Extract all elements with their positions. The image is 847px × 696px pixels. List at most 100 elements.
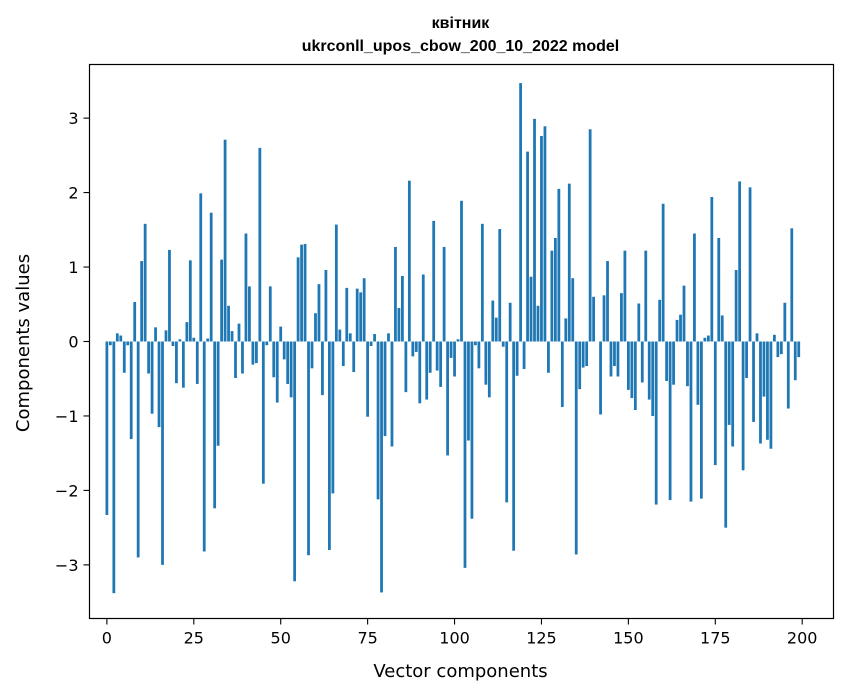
bar <box>724 341 728 528</box>
bar <box>275 341 279 403</box>
bar <box>237 323 241 342</box>
bar <box>303 243 307 342</box>
bar <box>324 270 328 342</box>
bar <box>348 333 352 342</box>
bar <box>307 341 310 556</box>
y-tick-label: −1 <box>55 407 79 426</box>
bar <box>644 250 648 342</box>
bar <box>314 313 317 342</box>
bar <box>741 341 745 471</box>
bar <box>693 233 696 342</box>
plot-frame <box>88 63 835 620</box>
bar <box>352 341 356 373</box>
bar <box>387 333 390 342</box>
bar <box>373 334 376 342</box>
bar <box>185 322 189 342</box>
bar <box>213 341 217 509</box>
bar <box>679 314 682 342</box>
bar <box>380 341 383 593</box>
bar <box>108 341 112 346</box>
bar <box>526 151 529 342</box>
bar <box>599 341 602 415</box>
y-tick-label: −2 <box>55 481 79 500</box>
bar <box>491 300 495 342</box>
bar <box>480 223 484 342</box>
bar <box>293 341 297 582</box>
bar <box>376 341 380 500</box>
bar <box>401 275 404 342</box>
bar <box>498 229 502 342</box>
bar <box>588 129 592 342</box>
bar <box>529 276 533 342</box>
bar <box>112 341 116 594</box>
bar <box>477 341 481 369</box>
bar <box>745 341 748 378</box>
bar <box>689 341 693 502</box>
bar <box>129 341 133 440</box>
bar <box>289 341 293 398</box>
bar <box>369 341 373 346</box>
bar <box>220 259 223 342</box>
x-tick-label: 150 <box>613 629 644 648</box>
bar <box>383 341 387 437</box>
bar <box>428 341 432 373</box>
bar <box>623 250 627 342</box>
bar <box>512 341 516 551</box>
bar <box>202 341 206 552</box>
bar <box>515 341 519 376</box>
bar <box>484 341 488 385</box>
x-tick-label: 25 <box>184 629 204 648</box>
bar <box>261 341 265 484</box>
bar <box>797 341 801 358</box>
bar <box>143 223 147 342</box>
bar <box>195 341 199 384</box>
bar <box>251 341 255 365</box>
bar <box>700 341 703 499</box>
x-tick-label: 125 <box>526 629 557 648</box>
bar <box>126 341 130 346</box>
bar <box>178 339 182 342</box>
bar <box>150 341 154 414</box>
bar <box>446 341 449 456</box>
bar <box>317 284 321 342</box>
bar <box>248 286 251 342</box>
bar <box>533 118 536 342</box>
bar <box>706 335 710 342</box>
bar <box>147 341 150 374</box>
bar <box>620 293 623 342</box>
bar <box>467 341 470 441</box>
bar <box>435 341 439 371</box>
bar <box>421 274 425 342</box>
bar <box>755 333 759 342</box>
bar <box>154 327 157 342</box>
bar <box>470 341 474 519</box>
bar <box>703 337 707 342</box>
bar <box>675 319 679 342</box>
bar <box>585 341 589 367</box>
bar <box>265 341 269 346</box>
bar <box>564 318 568 342</box>
bar <box>328 341 331 550</box>
bar <box>140 261 144 342</box>
bar <box>783 302 787 342</box>
bar <box>449 341 453 358</box>
bar <box>268 286 272 342</box>
bar <box>640 341 644 383</box>
x-axis-ticks: 0 25 50 75 100 125 150 175 200 <box>102 618 817 648</box>
bar <box>282 341 286 360</box>
bar <box>463 341 467 568</box>
bar <box>519 83 522 342</box>
bar <box>637 303 641 342</box>
bar <box>713 341 717 466</box>
bar <box>188 260 192 342</box>
x-tick-label: 0 <box>102 629 112 648</box>
bar <box>115 333 119 342</box>
bar <box>345 287 349 342</box>
bar <box>341 341 345 367</box>
bar <box>665 341 669 381</box>
bar <box>759 341 762 444</box>
bar <box>547 341 550 373</box>
chart-title: квітник <box>432 15 491 32</box>
bar <box>272 341 276 378</box>
x-tick-label: 100 <box>439 629 470 648</box>
